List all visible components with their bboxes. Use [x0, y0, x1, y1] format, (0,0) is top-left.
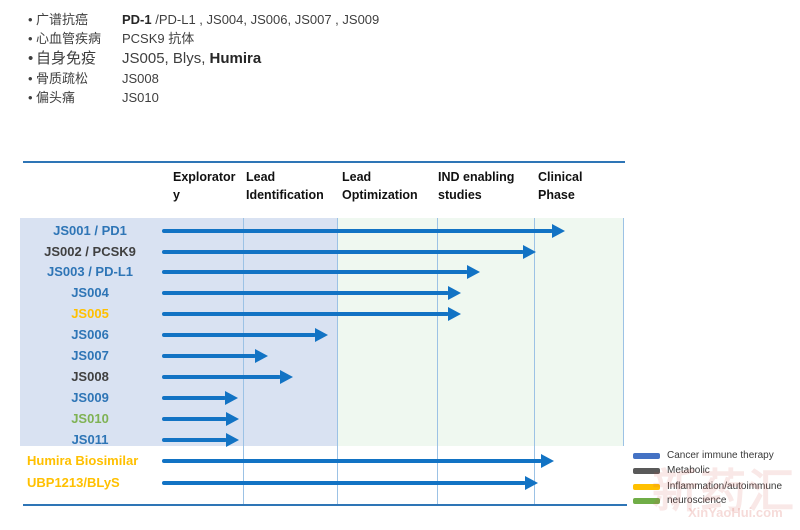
- pipeline-arrow-head: [226, 433, 239, 447]
- legend-item: Cancer immune therapy: [633, 450, 774, 461]
- bullet-dot: •: [28, 90, 33, 105]
- pipeline-row-label: JS009: [71, 390, 109, 405]
- pipeline-row-label: Humira Biosimilar: [27, 453, 139, 468]
- chart-top-border: [23, 161, 625, 163]
- pipeline-row-label: JS001 / PD1: [53, 223, 127, 238]
- bullet-dot: •: [28, 12, 33, 27]
- late-phase-shaded-panel: [337, 218, 623, 446]
- pipeline-row-label: JS011: [71, 432, 109, 447]
- legend-item: Inflammation/autoimmune: [633, 481, 782, 492]
- early-phase-shaded-panel: [20, 218, 337, 446]
- pipeline-arrow-head: [525, 476, 538, 490]
- pipeline-arrow-head: [315, 328, 328, 342]
- bullet-term: 自身免疫: [36, 50, 97, 67]
- phase-header-ind-enabling: IND enabling studies: [438, 170, 515, 202]
- indication-bullet-list: • 广谱抗癌 PD-1 /PD-L1 , JS004, JS006, JS007…: [28, 10, 498, 107]
- pipeline-row-label: JS002 / PCSK9: [44, 244, 136, 259]
- legend-swatch: [633, 483, 660, 490]
- gridline-4: [534, 218, 535, 506]
- bullet-value-post: /PD-L1 , JS004, JS006, JS007 , JS009: [151, 12, 380, 27]
- pipeline-row-label: JS004: [71, 285, 109, 300]
- pipeline-arrow-line: [162, 417, 227, 421]
- bullet-item-osteoporosis: • 骨质疏松 JS008: [28, 69, 498, 88]
- gridline-right-edge: [623, 218, 624, 446]
- pipeline-arrow-head: [448, 286, 461, 300]
- bullet-value-bold: Humira: [209, 50, 262, 67]
- legend-swatch: [633, 452, 660, 459]
- pipeline-arrow-line: [162, 459, 542, 463]
- bullet-term: 心血管疾病: [36, 31, 102, 46]
- pipeline-row-label: JS010: [71, 411, 109, 426]
- bullet-value-pre: JS010: [122, 90, 159, 105]
- bullet-value: PD-1 /PD-L1 , JS004, JS006, JS007 , JS00…: [122, 10, 379, 29]
- pipeline-row-label: JS007: [71, 348, 109, 363]
- pipeline-arrow-line: [162, 438, 227, 442]
- bullet-value-pre: PCSK9 抗体: [122, 31, 195, 46]
- pipeline-row-label: JS003 / PD-L1: [47, 264, 133, 279]
- pipeline-arrow-line: [162, 396, 226, 400]
- pipeline-arrow-line: [162, 312, 449, 316]
- pipeline-arrow-line: [162, 354, 256, 358]
- bullet-term: 偏头痛: [36, 90, 76, 105]
- bullet-value: JS010: [122, 88, 159, 107]
- pipeline-arrow-head: [467, 265, 480, 279]
- bullet-item-oncology: • 广谱抗癌 PD-1 /PD-L1 , JS004, JS006, JS007…: [28, 10, 498, 29]
- bullet-dot: •: [28, 31, 33, 46]
- legend-label: neuroscience: [667, 495, 727, 506]
- pipeline-arrow-line: [162, 229, 553, 233]
- watermark-site-text: XinYaoHui.com: [688, 505, 783, 520]
- pipeline-row-label: UBP1213/BLyS: [27, 475, 120, 490]
- gridline-1: [243, 218, 244, 506]
- bullet-dot: •: [28, 50, 34, 67]
- pipeline-arrow-head: [226, 412, 239, 426]
- pipeline-arrow-head: [280, 370, 293, 384]
- legend-label: Cancer immune therapy: [667, 450, 774, 461]
- pipeline-arrow-head: [552, 224, 565, 238]
- pipeline-arrow-line: [162, 481, 526, 485]
- bullet-item-migraine: • 偏头痛 JS010: [28, 88, 498, 107]
- legend-swatch: [633, 497, 660, 504]
- bullet-value: JS008: [122, 69, 159, 88]
- pipeline-arrow-line: [162, 270, 468, 274]
- phase-header-lead-identification: Lead Identification: [246, 170, 324, 202]
- bullet-item-autoimmune: • 自身免疫 JS005, Blys, Humira: [28, 48, 498, 69]
- legend-item: Metabolic: [633, 465, 710, 476]
- legend-swatch: [633, 467, 660, 474]
- bullet-item-cardiovascular: • 心血管疾病 PCSK9 抗体: [28, 29, 498, 48]
- bullet-term: 广谱抗癌: [36, 12, 89, 27]
- pipeline-arrow-line: [162, 291, 449, 295]
- pipeline-row-label: JS006: [71, 327, 109, 342]
- pipeline-arrow-head: [541, 454, 554, 468]
- pipeline-arrow-head: [255, 349, 268, 363]
- bullet-value: JS005, Blys, Humira: [122, 48, 261, 69]
- legend-label: Metabolic: [667, 465, 710, 476]
- pipeline-arrow-head: [523, 245, 536, 259]
- bullet-value: PCSK9 抗体: [122, 29, 194, 48]
- phase-header-exploratory: Exploratory: [173, 170, 236, 202]
- phase-header-lead-optimization: Lead Optimization: [342, 170, 418, 202]
- pipeline-arrow-line: [162, 250, 524, 254]
- pipeline-row-label: JS008: [71, 369, 109, 384]
- bullet-value-pre: JS005, Blys,: [122, 50, 210, 67]
- chart-bottom-border: [23, 504, 627, 506]
- gridline-2: [337, 218, 338, 506]
- phase-header-clinical: Clinical Phase: [538, 170, 583, 202]
- pipeline-arrow-head: [448, 307, 461, 321]
- bullet-term: 骨质疏松: [36, 71, 89, 86]
- gridline-3: [437, 218, 438, 506]
- legend-label: Inflammation/autoimmune: [667, 481, 783, 492]
- pipeline-arrow-line: [162, 333, 316, 337]
- pipeline-row-label: JS005: [71, 306, 109, 321]
- bullet-value-pre: JS008: [122, 71, 159, 86]
- pipeline-arrow-head: [225, 391, 238, 405]
- bullet-dot: •: [28, 71, 33, 86]
- pipeline-arrow-line: [162, 375, 281, 379]
- legend-item: neuroscience: [633, 495, 726, 506]
- bullet-value-bold: PD-1: [122, 12, 152, 27]
